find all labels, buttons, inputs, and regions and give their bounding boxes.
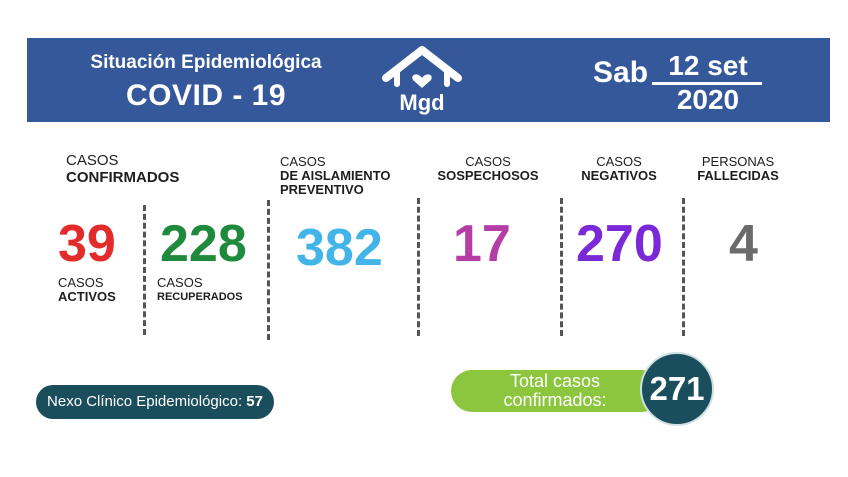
sospechosos-value: 17 — [453, 215, 511, 273]
divider-dashed — [267, 200, 270, 340]
aislamiento-label: CASOS DE AISLAMIENTO PREVENTIVO — [280, 155, 391, 197]
activos-label-line1: CASOS — [58, 275, 104, 290]
total-label: Total casos confirmados: — [475, 372, 635, 410]
recuperados-label-line1: CASOS — [157, 275, 203, 290]
fallecidas-label: PERSONAS FALLECIDAS — [690, 155, 786, 183]
header-banner: Situación Epidemiológica COVID - 19 Mgd … — [27, 38, 830, 122]
recuperados-label-line2: RECUPERADOS — [157, 291, 243, 303]
total-value-badge: 271 — [640, 352, 714, 426]
date-year: 2020 — [676, 84, 740, 115]
total-pill — [451, 370, 663, 412]
title-line1: Situación Epidemiológica — [90, 52, 322, 73]
date-day: Sab — [593, 56, 649, 89]
confirmados-label-line1: CASOS — [66, 152, 119, 169]
logo-text: Mgd — [399, 90, 444, 115]
activos-label-line2: ACTIVOS — [58, 289, 116, 304]
sospechosos-label: CASOS SOSPECHOSOS — [431, 155, 545, 183]
title-line2: COVID - 19 — [125, 79, 287, 112]
negativos-label: CASOS NEGATIVOS — [576, 155, 662, 183]
aislamiento-label-line2: DE AISLAMIENTO — [280, 168, 391, 183]
negativos-label-line1: CASOS — [596, 154, 642, 169]
confirmados-label-line2: CONFIRMADOS — [66, 169, 180, 186]
divider-dashed — [143, 205, 146, 335]
aislamiento-label-line3: PREVENTIVO — [280, 182, 364, 197]
total-label-line2: confirmados: — [503, 390, 607, 410]
sospechosos-label-line2: SOSPECHOSOS — [437, 168, 539, 183]
aislamiento-label-line1: CASOS — [280, 154, 326, 169]
divider-dashed — [417, 198, 420, 336]
nexo-label: Nexo Clínico Epidemiológico: — [47, 393, 243, 410]
fallecidas-value: 4 — [729, 215, 758, 273]
nexo-value: 57 — [246, 393, 263, 410]
negativos-value: 270 — [576, 215, 663, 273]
fallecidas-label-line1: PERSONAS — [701, 154, 775, 169]
sospechosos-label-line1: CASOS — [465, 154, 511, 169]
recuperados-value: 228 — [160, 215, 247, 273]
nexo-badge: Nexo Clínico Epidemiológico: 57 — [36, 385, 274, 419]
divider-dashed — [560, 198, 563, 336]
recuperados-label: CASOS RECUPERADOS — [157, 276, 243, 304]
date-divider — [652, 82, 762, 85]
total-label-line1: Total casos — [509, 371, 601, 391]
negativos-label-line2: NEGATIVOS — [581, 168, 657, 183]
activos-label: CASOS ACTIVOS — [58, 276, 116, 304]
divider-dashed — [682, 198, 685, 336]
aislamiento-value: 382 — [296, 219, 383, 277]
fallecidas-label-line2: FALLECIDAS — [697, 168, 779, 183]
confirmados-label: CASOS CONFIRMADOS — [66, 152, 179, 186]
date-daymonth: 12 set — [668, 50, 748, 81]
house-logo-icon: Mgd — [382, 46, 462, 115]
activos-value: 39 — [58, 215, 116, 273]
